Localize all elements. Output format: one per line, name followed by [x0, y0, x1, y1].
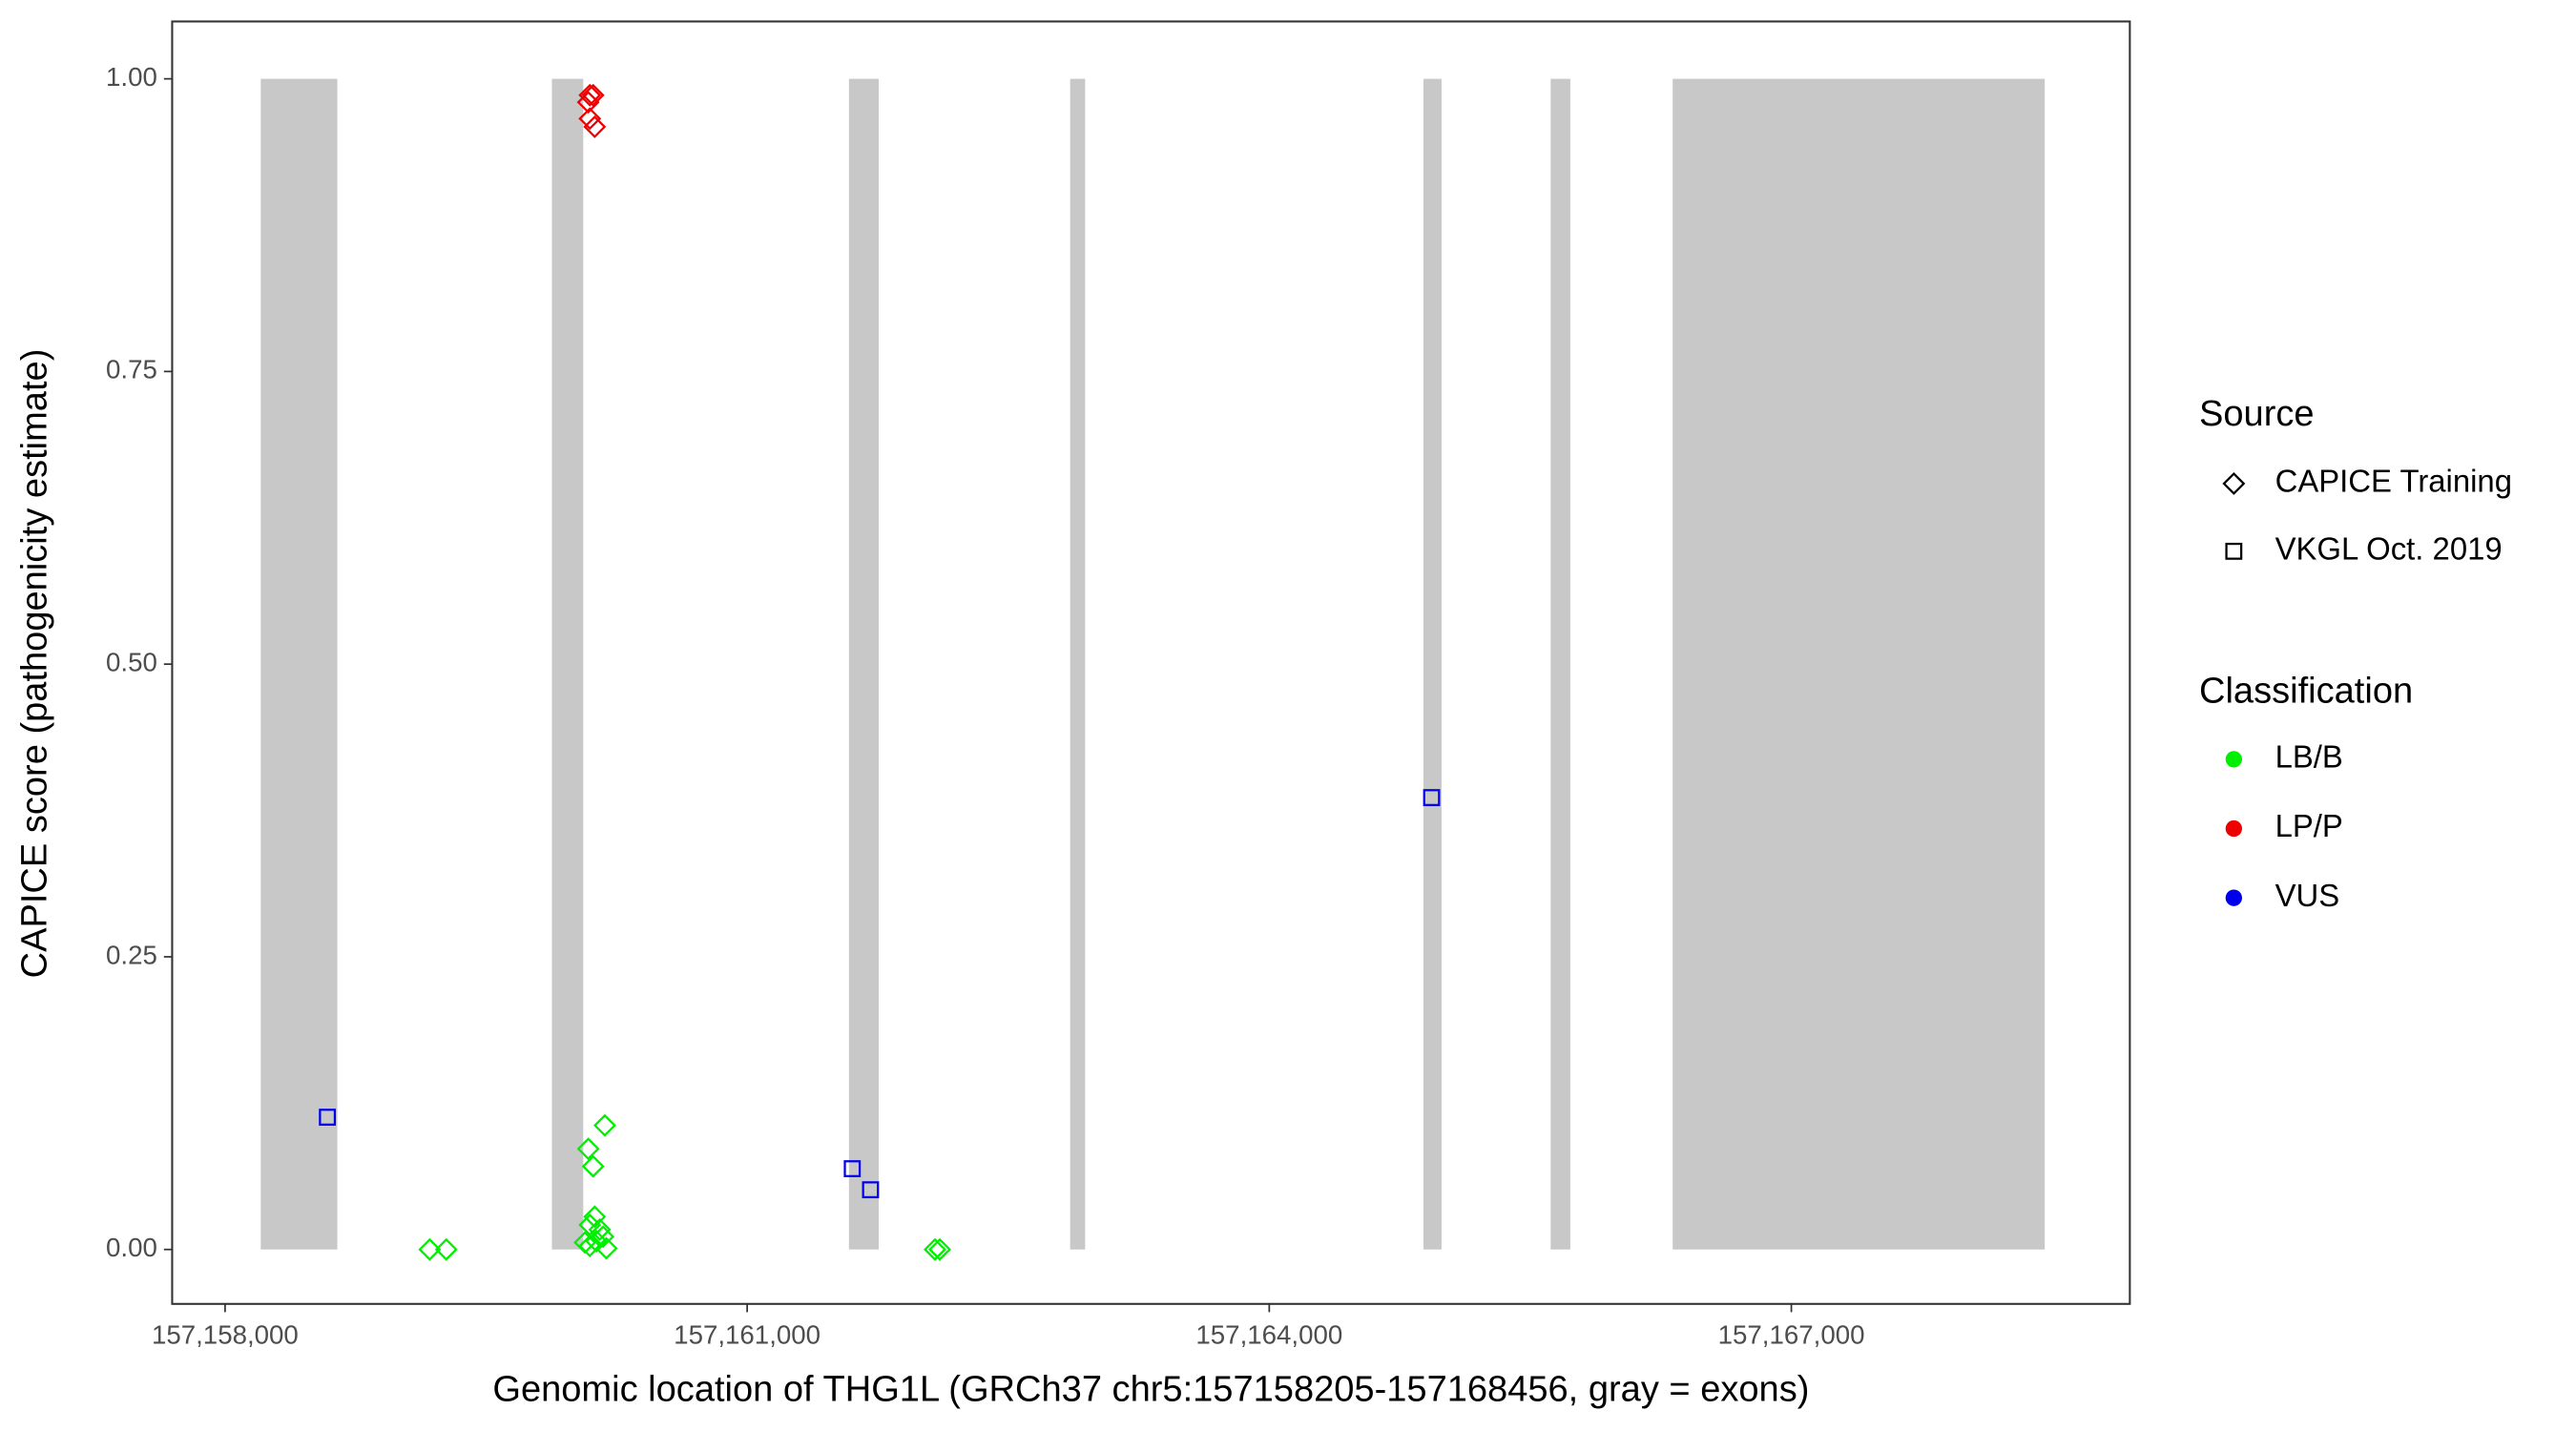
x-tick-label: 157,158,000 [152, 1320, 299, 1350]
point [578, 1234, 602, 1258]
point [581, 83, 605, 107]
point [434, 1237, 458, 1261]
point [583, 114, 607, 138]
x-axis-title: Genomic location of THG1L (GRCh37 chr5:1… [492, 1370, 1809, 1410]
x-tick-label: 157,167,000 [1718, 1320, 1865, 1350]
point [576, 91, 600, 114]
y-tick-label: 1.00 [106, 62, 157, 92]
exon [1550, 78, 1570, 1250]
point [592, 1225, 615, 1249]
panel-border [171, 20, 2131, 1305]
point [862, 1181, 880, 1199]
point [923, 1237, 946, 1261]
legend-label: CAPICE Training [2275, 464, 2512, 499]
legend-marker [2222, 471, 2246, 495]
x-tick-label: 157,164,000 [1195, 1320, 1342, 1350]
legend-label: LB/B [2275, 739, 2343, 775]
exon [551, 78, 584, 1250]
legend-marker [2225, 542, 2243, 560]
point [588, 1217, 612, 1241]
point [583, 1205, 607, 1229]
point [578, 83, 602, 107]
y-axis-title: CAPICE score (pathogenicity estimate) [15, 349, 55, 979]
point [578, 107, 602, 131]
legend-label: LP/P [2275, 808, 2343, 843]
point [581, 1154, 605, 1178]
exon [1423, 78, 1442, 1250]
point [592, 1113, 616, 1137]
exon [1070, 78, 1086, 1250]
exon [260, 78, 338, 1250]
legend-marker [2225, 819, 2242, 838]
x-tick-label: 157,161,000 [674, 1320, 821, 1350]
legend-title: Classification [2199, 672, 2413, 712]
point [1423, 789, 1441, 806]
y-tick-label: 0.75 [106, 355, 157, 384]
point [843, 1160, 862, 1177]
legend-marker [2225, 889, 2242, 906]
y-tick-label: 0.50 [106, 647, 157, 676]
point [576, 1137, 600, 1161]
legend-title: Source [2199, 394, 2315, 434]
exon [1672, 78, 2046, 1250]
point [418, 1237, 442, 1261]
point [928, 1237, 952, 1261]
legend-label: VUS [2275, 878, 2340, 913]
y-tick-label: 0.25 [106, 940, 157, 969]
legend-marker [2225, 751, 2242, 768]
exon [848, 78, 880, 1250]
point [319, 1109, 337, 1126]
legend-label: VKGL Oct. 2019 [2275, 531, 2503, 567]
y-tick-label: 0.00 [106, 1233, 157, 1262]
